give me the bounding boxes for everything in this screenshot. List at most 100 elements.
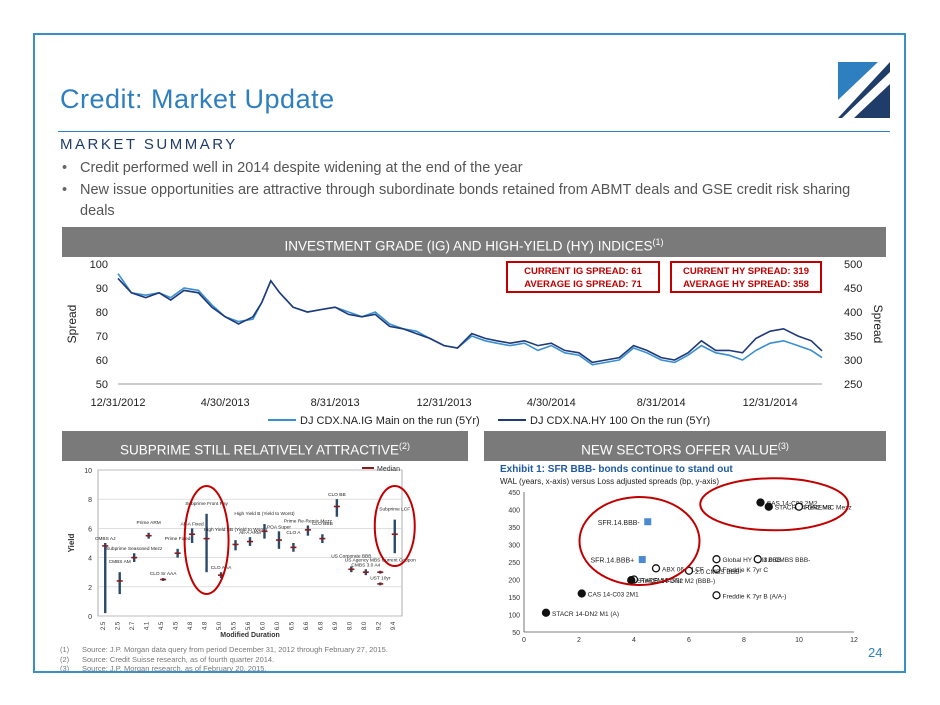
data-point bbox=[541, 608, 551, 617]
y-tick-label: 4 bbox=[88, 556, 92, 563]
footnote-text: Source: J.P. Morgan data query from peri… bbox=[82, 645, 388, 654]
point-label: CLO AAA bbox=[211, 565, 232, 571]
x-tick-label: 4 bbox=[632, 637, 636, 644]
x-tick-label: 2 bbox=[577, 637, 581, 644]
y-axis-label: Yield bbox=[67, 533, 76, 552]
y2-tick-label: 500 bbox=[844, 259, 862, 271]
footnote: (2) Source: Credit Suisse research, as of… bbox=[60, 655, 388, 665]
highlight-ellipse bbox=[699, 477, 850, 532]
point-label: STACR 14-DN2 M1 (A) bbox=[552, 611, 619, 618]
point-label: 2.0 CMBS BBB- bbox=[695, 569, 742, 576]
x-tick-label: 2.5 bbox=[116, 621, 122, 630]
corporate-logo-icon bbox=[838, 62, 890, 118]
y2-axis-label: Spread bbox=[871, 305, 885, 344]
y2-tick-label: 450 bbox=[844, 283, 862, 295]
data-point bbox=[764, 502, 773, 511]
point-label: STACR 14-DN2 M3 bbox=[775, 505, 832, 512]
point-label: STACR 14-DN2 M2 (BBB-) bbox=[637, 578, 715, 585]
point-label: CMBS 3.0 A4 bbox=[351, 562, 380, 568]
point-label: ReREMIC Mezz bbox=[805, 505, 852, 512]
data-point bbox=[644, 518, 652, 526]
point-label: Prime Re-Remic Mezz bbox=[284, 518, 333, 524]
x-tick-label: 9.4 bbox=[391, 621, 397, 630]
x-tick-label: 6.6 bbox=[304, 621, 310, 630]
point-label: CLO BBB bbox=[312, 521, 333, 527]
x-tick-label: 4/30/2014 bbox=[527, 397, 576, 409]
y-tick-label: 60 bbox=[96, 355, 108, 367]
x-tick-label: 12/31/2014 bbox=[743, 397, 798, 409]
y-tick-label: 70 bbox=[96, 331, 108, 343]
y-tick-label: 90 bbox=[96, 283, 108, 295]
x-tick-label: 8.0 bbox=[347, 621, 353, 630]
sfr-spread-chart: Exhibit 1: SFR BBB- bonds continue to st… bbox=[500, 464, 858, 644]
y-tick-label: 100 bbox=[90, 259, 108, 271]
ig-current-text: CURRENT IG SPREAD: 61 bbox=[524, 266, 642, 277]
point-label: High Yield B (Yield to Worst) bbox=[234, 511, 295, 517]
data-point bbox=[577, 589, 586, 598]
x-tick-label: 12/31/2012 bbox=[90, 397, 145, 409]
y-tick-label: 100 bbox=[508, 613, 520, 620]
highlight-ellipse bbox=[373, 485, 416, 567]
footnote: (3) Source: J.P. Morgan research, as of F… bbox=[60, 664, 388, 674]
banner-subprime-text: SUBPRIME STILL RELATIVELY ATTRACTIVE bbox=[119, 442, 400, 458]
x-tick-label: 5.6 bbox=[246, 621, 252, 630]
x-tick-label: 9.2 bbox=[376, 621, 382, 630]
point-label: Freddie K 7yr C bbox=[723, 567, 769, 574]
chart-subtitle: WAL (years, x-axis) versus Loss adjusted… bbox=[500, 477, 719, 486]
y-axis-label: Spread bbox=[65, 305, 79, 344]
point-label: SFR.14.BBB+ bbox=[590, 558, 634, 565]
x-tick-label: 6.9 bbox=[333, 621, 339, 630]
legend-label-hy: DJ CDX.NA.HY 100 On the run (5Yr) bbox=[530, 415, 710, 427]
x-tick-label: 4.8 bbox=[188, 621, 194, 630]
point-label: ReREMIC SSr bbox=[640, 578, 683, 585]
point-label: SFR.14.BBB- bbox=[598, 520, 641, 527]
data-point bbox=[638, 556, 646, 564]
footnote-number: (1) bbox=[60, 645, 70, 654]
banner-indices: INVESTMENT GRADE (IG) AND HIGH-YIELD (HY… bbox=[62, 227, 886, 257]
x-tick-label: 4/30/2013 bbox=[201, 397, 250, 409]
point-label: CAS 14-C03 2M2 bbox=[767, 501, 818, 508]
hy-series-line bbox=[117, 277, 823, 364]
section-header: MARKET SUMMARY bbox=[60, 136, 238, 153]
x-axis-label: Modified Duration bbox=[220, 632, 280, 639]
y2-tick-label: 350 bbox=[844, 331, 862, 343]
banner-indices-text: INVESTMENT GRADE (IG) AND HIGH-YIELD (HY… bbox=[284, 238, 653, 254]
highlight-ellipse bbox=[578, 496, 701, 586]
x-tick-label: 2.7 bbox=[130, 621, 136, 630]
bullet-item: New issue opportunities are attractive t… bbox=[62, 180, 862, 222]
footnotes: (1) Source: J.P. Morgan data query from p… bbox=[60, 645, 388, 674]
banner-new-sectors-text: NEW SECTORS OFFER VALUE bbox=[581, 442, 778, 458]
point-label: CMBS AJ bbox=[95, 536, 116, 542]
y2-tick-label: 300 bbox=[844, 355, 862, 367]
page-number: 24 bbox=[868, 645, 883, 660]
banner-subprime: SUBPRIME STILL RELATIVELY ATTRACTIVE(2) bbox=[62, 431, 468, 461]
footnote-number: (2) bbox=[60, 654, 70, 664]
y-tick-label: 50 bbox=[512, 630, 520, 637]
data-point bbox=[651, 564, 661, 573]
x-tick-label: 5.5 bbox=[232, 621, 238, 630]
point-label: Alt-A Fixed bbox=[180, 521, 204, 527]
point-label: ABX 06-1 LCF bbox=[662, 566, 704, 573]
data-point bbox=[756, 498, 765, 507]
x-tick-label: 6.0 bbox=[260, 621, 266, 630]
data-point bbox=[627, 576, 636, 585]
x-tick-label: 6.5 bbox=[289, 621, 295, 630]
subprime-yield-chart: 0 2 4 6 8 10 2.5 2.5 2.7 4.1 4.5 4.5 4.8 4.8 5.0 5.5 5.6… bbox=[67, 466, 416, 639]
bullet-list: Credit performed well in 2014 despite wi… bbox=[62, 158, 862, 223]
footnote-text: Source: J.P. Morgan research, as of Febr… bbox=[82, 664, 267, 673]
point-label: Prime Fixed bbox=[165, 536, 191, 542]
data-point bbox=[712, 555, 721, 564]
ig-series-line bbox=[117, 273, 823, 366]
point-label: Subprime Front Pay bbox=[185, 501, 228, 507]
x-tick-label: 8.0 bbox=[362, 621, 368, 630]
page-title: Credit: Market Update bbox=[60, 84, 335, 114]
banner-new-sectors: NEW SECTORS OFFER VALUE(3) bbox=[484, 431, 886, 461]
x-tick-label: 4.5 bbox=[159, 621, 165, 630]
x-tick-label: 2.5 bbox=[101, 621, 107, 630]
x-tick-label: 12 bbox=[850, 637, 858, 644]
ig-callout-box bbox=[506, 261, 660, 293]
y-tick-label: 0 bbox=[88, 614, 92, 621]
footnote-text: Source: Credit Suisse research, as of fo… bbox=[82, 654, 275, 664]
x-tick-label: 12/31/2013 bbox=[417, 397, 472, 409]
point-label: High Yield BB (Yield to Worst) bbox=[204, 527, 268, 533]
